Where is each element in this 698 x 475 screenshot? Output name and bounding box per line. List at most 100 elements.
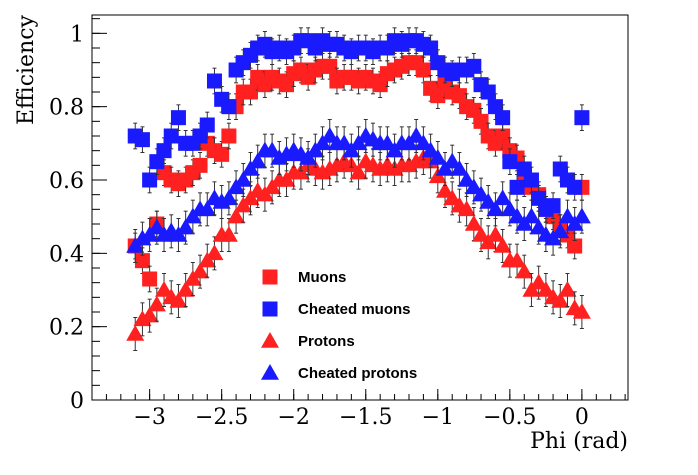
triangle-point	[248, 152, 267, 169]
triangle-point	[378, 134, 397, 151]
legend-label: Muons	[298, 269, 346, 286]
triangle-point	[558, 207, 577, 224]
legend-marker	[262, 301, 278, 317]
square-point	[214, 146, 230, 162]
triangle-point	[572, 207, 591, 224]
x-tick-label: −1.5	[339, 405, 392, 430]
legend: Muons Cheated muons Protons Cheated protons	[261, 269, 417, 382]
square-point	[495, 110, 511, 126]
triangle-point	[551, 292, 570, 308]
triangle-point	[558, 281, 577, 297]
triangle-point	[176, 281, 195, 297]
triangle-point	[493, 189, 512, 206]
legend-label: Protons	[298, 333, 355, 350]
square-point	[502, 154, 518, 170]
triangle-point	[529, 273, 548, 290]
square-point	[142, 172, 158, 188]
triangle-point	[227, 207, 246, 224]
square-point	[206, 73, 222, 89]
triangle-point	[479, 193, 498, 209]
triangle-point	[169, 292, 188, 308]
triangle-point	[263, 141, 282, 158]
triangle-point	[140, 306, 159, 323]
axes: −3 −2.5 −2 −1.5 −1 −0.5 0 0 0.2 0.4 0.6 0.8 1	[49, 18, 626, 430]
square-point	[574, 110, 590, 126]
triangle-point	[443, 189, 462, 206]
x-tick-label: −1	[422, 405, 454, 430]
triangle-point	[205, 244, 224, 261]
triangle-point	[472, 226, 491, 242]
triangle-point	[176, 218, 195, 235]
square-point	[523, 172, 539, 188]
triangle-point	[457, 200, 476, 217]
triangle-point	[472, 185, 491, 202]
legend-marker	[262, 269, 278, 285]
y-tick-label: 1	[70, 22, 84, 47]
square-point	[242, 84, 258, 100]
triangle-point	[443, 152, 462, 169]
triangle-point	[536, 281, 555, 297]
legend-marker	[261, 364, 279, 380]
x-tick-label: −3	[133, 405, 165, 430]
square-point	[156, 143, 172, 159]
triangle-point	[126, 325, 145, 341]
square-point	[221, 99, 237, 115]
triangle-point	[508, 207, 527, 224]
square-point	[567, 238, 583, 254]
y-tick-label: 0.8	[49, 96, 84, 121]
square-point	[495, 128, 511, 144]
triangle-point	[515, 262, 534, 279]
triangle-point	[529, 218, 548, 235]
square-point	[170, 110, 186, 126]
square-point	[142, 271, 158, 287]
square-point	[134, 132, 150, 148]
x-tick-label: −2.5	[195, 405, 248, 430]
square-point	[322, 58, 338, 74]
triangle-point	[436, 182, 455, 198]
triangle-point	[407, 127, 426, 143]
triangle-point	[219, 189, 238, 206]
triangle-point	[414, 134, 433, 151]
square-point	[545, 198, 561, 214]
x-tick-label: −0.5	[483, 405, 536, 430]
triangle-point	[500, 200, 519, 217]
y-axis-label: Efficiency	[14, 14, 39, 125]
square-point	[567, 179, 583, 195]
triangle-point	[551, 222, 570, 239]
x-axis-label: Phi (rad)	[530, 429, 628, 454]
legend-marker	[261, 332, 279, 348]
triangle-point	[147, 295, 166, 312]
triangle-point	[464, 178, 483, 195]
triangle-point	[457, 171, 476, 187]
triangle-point	[155, 281, 174, 297]
triangle-point	[508, 251, 527, 268]
data-marks	[126, 27, 591, 351]
triangle-point	[320, 127, 339, 143]
x-tick-label: −2	[278, 405, 310, 430]
series-1	[127, 27, 590, 223]
square-point	[192, 157, 208, 173]
triangle-point	[428, 149, 447, 165]
y-tick-label: 0	[70, 389, 84, 414]
triangle-point	[198, 200, 217, 217]
triangle-point	[147, 218, 166, 235]
square-point	[163, 128, 179, 144]
square-point	[415, 62, 431, 78]
square-point	[473, 113, 489, 129]
triangle-point	[219, 226, 238, 242]
legend-label: Cheated protons	[298, 365, 417, 382]
square-point	[423, 40, 439, 56]
triangle-point	[191, 262, 210, 279]
triangle-point	[349, 163, 368, 180]
square-point	[221, 128, 237, 144]
square-point	[466, 58, 482, 74]
triangle-point	[421, 141, 440, 158]
triangle-point	[486, 200, 505, 217]
triangle-point	[572, 303, 591, 319]
y-tick-label: 0.2	[49, 316, 84, 341]
triangle-point	[234, 171, 253, 187]
y-tick-label: 0.6	[49, 169, 84, 194]
triangle-point	[486, 226, 505, 242]
square-point	[134, 253, 150, 269]
